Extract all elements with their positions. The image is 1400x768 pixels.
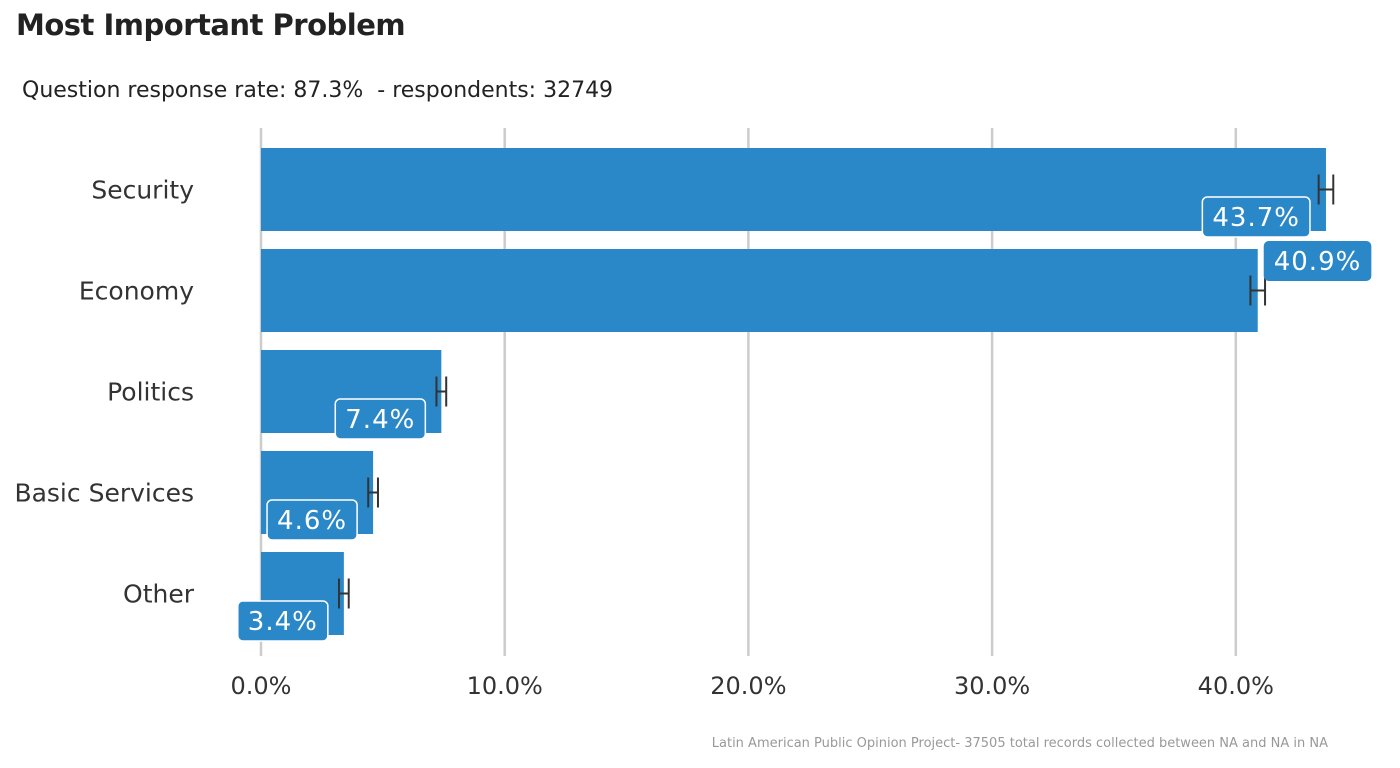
category-label: Politics	[107, 378, 194, 407]
error-bar	[1317, 174, 1335, 205]
data-label: 4.6%	[266, 499, 358, 541]
data-label-box	[1263, 241, 1372, 281]
error-bar	[435, 376, 448, 407]
chart-subtitle: Question response rate: 87.3% - responde…	[22, 78, 614, 103]
category-label: Security	[91, 176, 194, 205]
x-tick-label: 20.0%	[710, 672, 786, 700]
chart-caption: Latin American Public Opinion Project- 3…	[711, 736, 1328, 751]
category-label: Economy	[79, 277, 194, 306]
chart-title: Most Important Problem	[16, 8, 406, 42]
data-label-text: 4.6%	[277, 506, 347, 536]
bars	[261, 148, 1335, 635]
data-label-box	[1201, 196, 1311, 238]
data-label-box	[334, 398, 427, 440]
labels: 0.0% 10.0% 20.0% 30.0% 40.0% Security 43.7% Eco…	[14, 176, 1372, 700]
error-bar	[367, 477, 379, 508]
data-label-box	[266, 499, 358, 541]
data-label: 40.9%	[1263, 241, 1372, 281]
x-tick-label: 30.0%	[954, 672, 1030, 700]
data-label: 43.7%	[1201, 196, 1311, 238]
error-bar	[1249, 275, 1267, 306]
x-tick-label: 40.0%	[1198, 672, 1274, 700]
category-label: Basic Services	[14, 479, 194, 508]
x-tick-label: 0.0%	[231, 672, 292, 700]
bar	[261, 148, 1326, 231]
data-label-text: 43.7%	[1212, 203, 1300, 233]
data-label-text: 40.9%	[1274, 247, 1362, 277]
error-bar	[337, 578, 350, 609]
bar	[261, 249, 1258, 332]
data-label-text: 3.4%	[248, 607, 318, 637]
data-label-box	[237, 600, 329, 642]
data-label: 3.4%	[237, 600, 329, 642]
x-tick-label: 10.0%	[467, 672, 543, 700]
category-label: Other	[123, 580, 195, 609]
data-label-text: 7.4%	[345, 405, 415, 435]
data-label: 7.4%	[334, 398, 427, 440]
